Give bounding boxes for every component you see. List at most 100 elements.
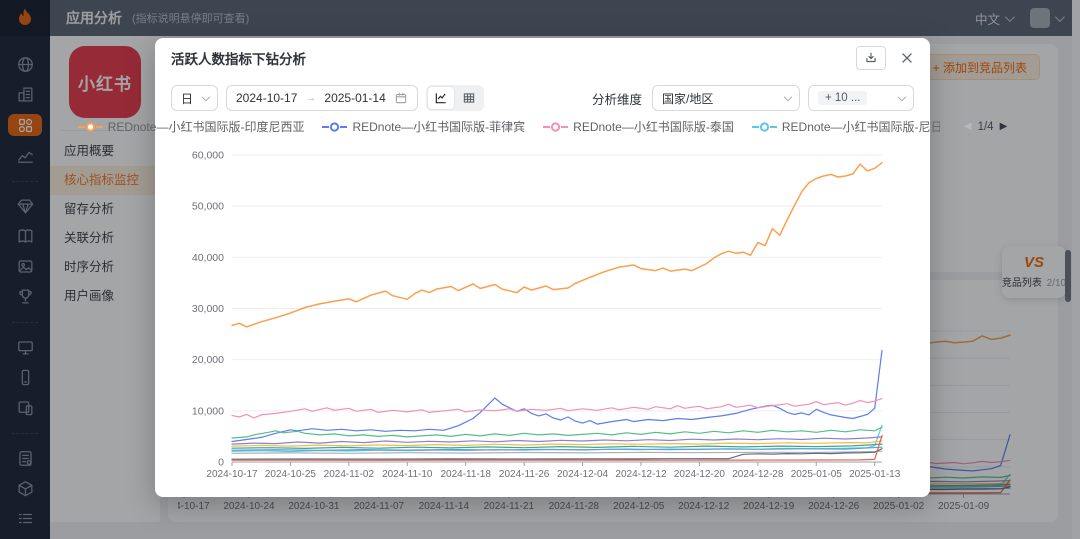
legend-label: REDnote—小红书国际版-印度尼西亚	[107, 120, 305, 134]
legend-marker-icon	[543, 121, 569, 132]
rail-image-icon[interactable]	[8, 256, 42, 277]
rail-book-icon[interactable]	[8, 226, 42, 247]
dimension-label: 分析维度	[591, 92, 642, 107]
divider	[12, 433, 38, 435]
chart-legend: REDnote—小红书国际版-印度尼西亚 REDnote—小红书国际版-菲律宾 RE…	[77, 118, 1007, 135]
close-icon	[902, 53, 912, 63]
download-button[interactable]	[856, 46, 886, 70]
svg-text:2024-11-21: 2024-11-21	[484, 501, 535, 512]
rail-trophy-icon[interactable]	[8, 286, 42, 307]
granularity-value: 日	[181, 91, 194, 106]
add-to-competitors-label: + 添加到竞品列表	[932, 60, 1027, 75]
rail-org-icon[interactable]	[8, 84, 42, 105]
rail-monitor-icon[interactable]	[8, 337, 42, 358]
sidebar: 小红书 应用概要核心指标监控留存分析关联分析时序分析用户画像	[50, 36, 160, 522]
line-chart-icon	[435, 93, 446, 104]
divider	[12, 322, 38, 324]
top-bar: 应用分析 (指标说明悬停即可查看) 中文	[0, 0, 1080, 36]
scrollbar-thumb[interactable]	[1065, 250, 1071, 302]
divider	[12, 181, 38, 183]
svg-text:20,000: 20,000	[192, 354, 224, 366]
legend-item[interactable]: REDnote—小红书国际版-尼日利亚	[751, 118, 940, 135]
app-icon-label: 小红书	[78, 74, 132, 94]
legend-page-indicator: 1/4	[977, 120, 994, 133]
legend-item[interactable]: REDnote—小红书国际版-泰国	[543, 118, 734, 135]
legend-item[interactable]: REDnote—小红书国际版-印度尼西亚	[77, 118, 305, 135]
scrollbar-track[interactable]	[1072, 0, 1080, 539]
rail-box-icon[interactable]	[8, 478, 42, 499]
sidebar-item-核心指标监控[interactable]: 核心指标监控	[50, 166, 160, 195]
calendar-icon	[395, 92, 406, 104]
rail-phone-icon[interactable]	[8, 367, 42, 388]
svg-text:2024-11-26: 2024-11-26	[499, 469, 550, 480]
drilldown-modal: 活跃人数指标下钻分析 日	[77, 38, 1007, 497]
close-button[interactable]	[900, 51, 914, 65]
line-view-button[interactable]	[427, 87, 454, 109]
sidebar-menu: 应用概要核心指标监控留存分析关联分析时序分析用户画像	[50, 137, 160, 311]
vs-competitor-widget[interactable]: VS 竞品列表 2/10	[1002, 246, 1066, 298]
svg-text:30,000: 30,000	[192, 303, 224, 315]
rail-grid-icon[interactable]	[8, 113, 42, 137]
svg-text:2024-11-28: 2024-11-28	[549, 501, 600, 512]
app-logo[interactable]	[0, 0, 50, 36]
modal-toolbar: 日 2024-10-17 → 2025-01-14	[171, 84, 914, 112]
svg-text:2024-12-04: 2024-12-04	[557, 469, 609, 480]
date-range-picker[interactable]: 2024-10-17 → 2025-01-14	[226, 85, 418, 111]
svg-text:2024-11-10: 2024-11-10	[382, 469, 433, 480]
dimension-extra-select[interactable]: + 10 ...	[808, 85, 914, 111]
rail-trend-icon[interactable]	[8, 145, 42, 166]
flame-icon	[19, 8, 31, 25]
svg-text:0: 0	[218, 457, 224, 469]
chevron-down-icon	[783, 92, 793, 101]
rail-devices-icon[interactable]	[8, 397, 42, 418]
svg-text:60,000: 60,000	[192, 150, 224, 162]
svg-text:2024-12-28: 2024-12-28	[732, 469, 784, 480]
dimension-extra-chip: + 10 ...	[818, 91, 868, 105]
dimension-select[interactable]: 国家/地区	[652, 85, 800, 111]
legend-item[interactable]: REDnote—小红书国际版-菲律宾	[322, 118, 525, 135]
sidebar-item-时序分析[interactable]: 时序分析	[64, 260, 115, 274]
page-subtitle: (指标说明悬停即可查看)	[132, 13, 250, 25]
rail-gem-icon[interactable]	[8, 196, 42, 217]
user-menu[interactable]	[1030, 8, 1065, 28]
legend-marker-icon	[751, 121, 777, 132]
view-toggle	[425, 85, 484, 111]
sidebar-item-留存分析[interactable]: 留存分析	[64, 202, 115, 216]
svg-text:2024-10-24: 2024-10-24	[223, 501, 275, 512]
svg-text:2024-11-02: 2024-11-02	[324, 469, 375, 480]
legend-next-icon[interactable]: ▶	[999, 121, 1008, 132]
avatar	[1030, 8, 1050, 28]
vs-count: 2/10	[1046, 278, 1067, 289]
page-title: 应用分析	[66, 10, 122, 26]
rail-globe-icon[interactable]	[8, 54, 42, 75]
svg-text:2025-01-13: 2025-01-13	[849, 469, 901, 480]
drilldown-chart[interactable]: 0 10,000 20,000 30,000 40,000 50,000 60,000 202…	[165, 136, 920, 488]
table-view-button[interactable]	[456, 87, 482, 109]
legend-marker-icon	[77, 121, 103, 132]
svg-text:2025-01-05: 2025-01-05	[791, 469, 843, 480]
rail-doc-icon[interactable]	[8, 448, 42, 469]
language-selector[interactable]: 中文	[975, 9, 1015, 28]
sidebar-item-关联分析[interactable]: 关联分析	[64, 231, 115, 245]
dimension-value: 国家/地区	[662, 91, 714, 106]
legend-pager: ◀ 1/4 ▶	[964, 121, 1007, 133]
add-to-competitors-button[interactable]: + 添加到竞品列表	[919, 54, 1040, 80]
sidebar-item-应用概要[interactable]: 应用概要	[64, 144, 115, 158]
date-end: 2025-01-14	[324, 91, 386, 105]
legend-prev-icon[interactable]: ◀	[963, 121, 972, 132]
svg-text:2024-11-18: 2024-11-18	[440, 469, 491, 480]
icon-rail	[0, 36, 50, 539]
svg-text:10,000: 10,000	[192, 405, 224, 417]
svg-text:50,000: 50,000	[192, 201, 224, 213]
app-icon-xiaohongshu[interactable]: 小红书	[69, 46, 141, 118]
rail-list-icon[interactable]	[8, 508, 42, 529]
granularity-select[interactable]: 日	[171, 85, 218, 111]
vs-badge: VS	[1023, 254, 1044, 271]
vs-list-label: 竞品列表	[1001, 278, 1042, 289]
sidebar-item-用户画像[interactable]: 用户画像	[64, 289, 115, 303]
svg-text:2024-12-12: 2024-12-12	[615, 469, 667, 480]
legend-marker-icon	[322, 121, 348, 132]
svg-text:2024-12-12: 2024-12-12	[678, 501, 730, 512]
download-icon	[866, 52, 876, 63]
